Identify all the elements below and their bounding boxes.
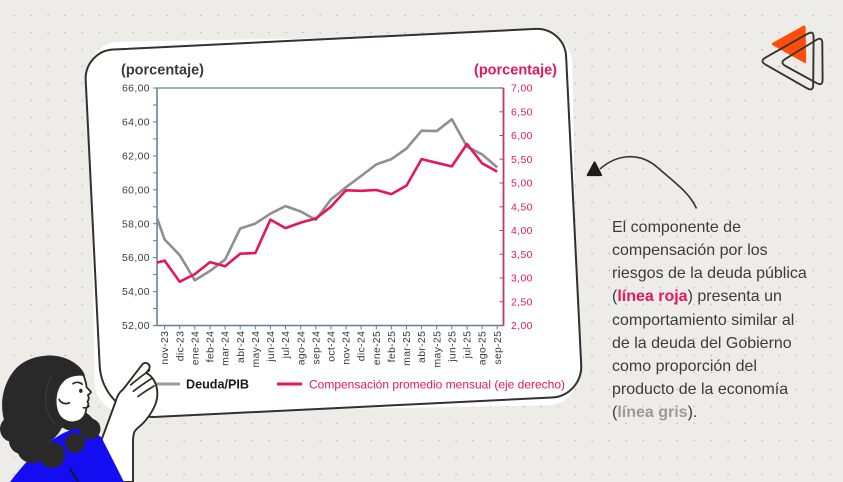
- svg-text:jun-24: jun-24: [266, 331, 277, 363]
- svg-text:dic-24: dic-24: [357, 331, 368, 361]
- svg-text:dic-23: dic-23: [175, 331, 186, 361]
- svg-text:nov-24: nov-24: [342, 331, 353, 365]
- svg-text:3,50: 3,50: [511, 250, 533, 261]
- svg-text:jul-24: jul-24: [281, 331, 292, 360]
- svg-text:60,00: 60,00: [122, 185, 150, 196]
- svg-text:(porcentaje): (porcentaje): [121, 63, 204, 79]
- svg-text:sep-24: sep-24: [311, 331, 322, 365]
- svg-text:ago-24: ago-24: [296, 331, 307, 365]
- svg-text:(porcentaje): (porcentaje): [474, 63, 557, 79]
- svg-text:54,00: 54,00: [122, 287, 150, 298]
- svg-text:Deuda/PIB: Deuda/PIB: [186, 377, 249, 391]
- svg-text:62,00: 62,00: [122, 152, 150, 163]
- svg-text:64,00: 64,00: [122, 118, 150, 129]
- svg-text:52,00: 52,00: [122, 321, 150, 332]
- svg-text:4,00: 4,00: [511, 226, 533, 237]
- svg-text:may-25: may-25: [432, 331, 443, 368]
- svg-text:58,00: 58,00: [122, 219, 150, 230]
- svg-text:nov-23: nov-23: [160, 331, 171, 365]
- svg-text:2,00: 2,00: [511, 321, 533, 332]
- svg-text:jul-25: jul-25: [463, 331, 474, 360]
- svg-text:ene-25: ene-25: [372, 331, 383, 365]
- svg-text:Compensación promedio mensual: Compensación promedio mensual (eje derec…: [309, 377, 565, 391]
- svg-text:may-24: may-24: [251, 331, 262, 368]
- svg-text:jun-25: jun-25: [447, 331, 458, 363]
- svg-text:7,00: 7,00: [511, 84, 533, 95]
- svg-text:6,50: 6,50: [511, 107, 533, 118]
- svg-text:sep-25: sep-25: [493, 331, 504, 365]
- svg-text:66,00: 66,00: [122, 84, 150, 95]
- svg-text:2,50: 2,50: [511, 297, 533, 308]
- svg-text:abr-24: abr-24: [236, 331, 247, 363]
- svg-text:ene-24: ene-24: [190, 331, 201, 365]
- svg-text:5,00: 5,00: [511, 179, 533, 190]
- svg-text:abr-25: abr-25: [417, 331, 428, 363]
- svg-text:4,50: 4,50: [511, 202, 533, 213]
- svg-text:mar-25: mar-25: [402, 331, 413, 366]
- svg-text:6,00: 6,00: [511, 131, 533, 142]
- svg-text:ago-25: ago-25: [478, 331, 489, 365]
- svg-text:3,00: 3,00: [511, 274, 533, 285]
- svg-text:oct-24: oct-24: [327, 331, 338, 362]
- svg-text:mar-24: mar-24: [221, 331, 232, 366]
- svg-text:56,00: 56,00: [122, 253, 150, 264]
- svg-text:5,50: 5,50: [511, 155, 533, 166]
- svg-text:feb-24: feb-24: [206, 331, 217, 363]
- svg-text:feb-25: feb-25: [387, 331, 398, 363]
